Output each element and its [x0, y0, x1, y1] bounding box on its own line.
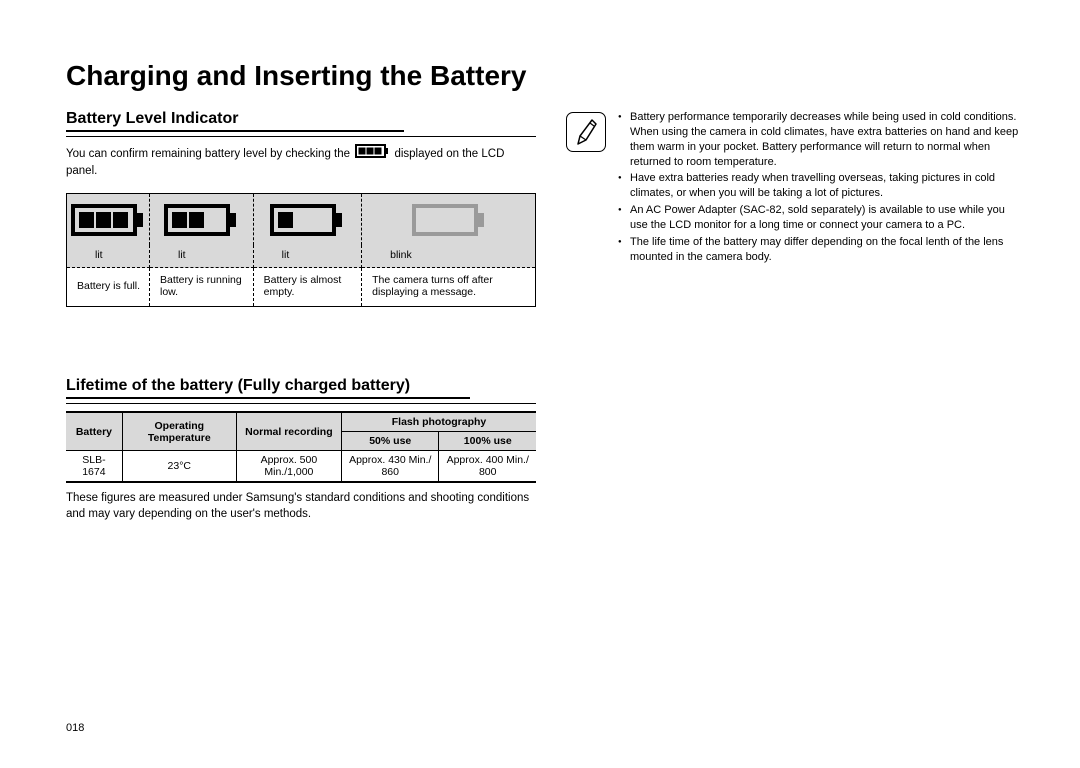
- desc-cell: Battery is running low.: [150, 268, 254, 307]
- th-temp: Operating Temperature: [122, 412, 236, 451]
- td-temp: 23°C: [122, 451, 236, 483]
- battery-icon-cell: [253, 194, 361, 246]
- td-flash50: Approx. 430 Min./ 860: [342, 451, 439, 483]
- th-flash100: 100% use: [439, 432, 536, 451]
- th-normal: Normal recording: [236, 412, 341, 451]
- th-battery: Battery: [66, 412, 122, 451]
- lifetime-note: These figures are measured under Samsung…: [66, 491, 536, 522]
- indicator-desc-row: Battery is full. Battery is running low.…: [67, 268, 536, 307]
- th-flash: Flash photography: [342, 412, 537, 432]
- page-title: Charging and Inserting the Battery: [66, 60, 1020, 92]
- note-box: Battery performance temporarily decrease…: [566, 110, 1020, 266]
- status-cell: lit: [67, 245, 150, 268]
- th-flash50: 50% use: [342, 432, 439, 451]
- list-item: The life time of the battery may differ …: [618, 235, 1020, 265]
- indicator-table: lit lit lit blink Battery is full. Batte…: [66, 193, 536, 307]
- note-icon: [566, 112, 606, 152]
- status-cell: lit: [253, 245, 361, 268]
- lifetime-heading: Lifetime of the battery (Fully charged b…: [66, 377, 470, 399]
- td-flash100: Approx. 400 Min./ 800: [439, 451, 536, 483]
- status-cell: lit: [150, 245, 254, 268]
- desc-cell: The camera turns off after displaying a …: [362, 268, 536, 307]
- list-item: An AC Power Adapter (SAC-82, sold separa…: [618, 203, 1020, 233]
- intro-before: You can confirm remaining battery level …: [66, 148, 353, 160]
- lifetime-table: Battery Operating Temperature Normal rec…: [66, 411, 536, 483]
- td-normal: Approx. 500 Min./1,000: [236, 451, 341, 483]
- desc-cell: Battery is full.: [67, 268, 150, 307]
- indicator-status-row: lit lit lit blink: [67, 245, 536, 268]
- status-cell: blink: [362, 245, 536, 268]
- page-number: 018: [66, 722, 84, 734]
- indicator-intro: You can confirm remaining battery level …: [66, 144, 536, 179]
- indicator-heading: Battery Level Indicator: [66, 110, 404, 132]
- note-list: Battery performance temporarily decrease…: [618, 110, 1020, 266]
- right-column: Battery performance temporarily decrease…: [566, 110, 1020, 522]
- indicator-icon-row: [67, 194, 536, 246]
- battery-inline-icon: [355, 144, 389, 164]
- desc-cell: Battery is almost empty.: [253, 268, 361, 307]
- battery-icon-cell: [150, 194, 254, 246]
- list-item: Have extra batteries ready when travelli…: [618, 171, 1020, 201]
- battery-icon-cell: [362, 194, 536, 246]
- list-item: Battery performance temporarily decrease…: [618, 110, 1020, 169]
- td-battery: SLB-1674: [66, 451, 122, 483]
- battery-icon-cell: [67, 194, 150, 246]
- left-column: Battery Level Indicator You can confirm …: [66, 110, 536, 522]
- table-row: SLB-1674 23°C Approx. 500 Min./1,000 App…: [66, 451, 536, 483]
